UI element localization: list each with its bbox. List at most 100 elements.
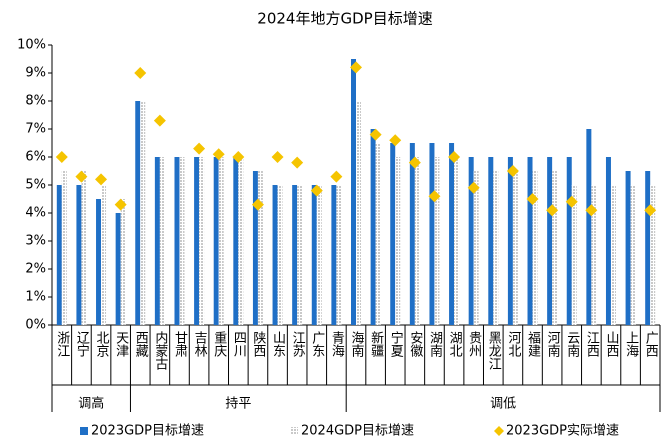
bar: [218, 157, 224, 325]
bar: [375, 143, 381, 325]
diamond-marker: [408, 156, 421, 169]
bar: [493, 171, 499, 325]
diamond-marker: [95, 173, 108, 186]
y-tick-label: 2%: [25, 262, 46, 277]
diamond-marker: [75, 170, 88, 183]
bar: [532, 171, 538, 325]
bar: [154, 157, 160, 325]
bar: [331, 185, 337, 325]
diamond-marker: [153, 114, 166, 127]
bar: [277, 185, 283, 325]
bar: [507, 157, 513, 325]
bar: [135, 101, 141, 325]
bar: [512, 171, 518, 325]
bar: [473, 171, 479, 325]
x-tick-label: 陕西: [250, 331, 266, 357]
bar: [591, 185, 597, 325]
x-tick-label: 北京: [94, 331, 110, 357]
diamond-marker: [350, 61, 362, 74]
y-tick-label: 6%: [25, 150, 46, 165]
diamond-marker: [546, 204, 559, 217]
bar: [414, 157, 420, 325]
x-tick-label: 江苏: [290, 331, 306, 357]
x-tick-label: 河北: [505, 331, 521, 358]
y-tick-label: 3%: [25, 234, 46, 249]
x-tick-label: 重庆: [211, 330, 227, 357]
chart-title: 2024年地方GDP目标增速: [257, 10, 432, 28]
y-tick-label: 8%: [25, 94, 46, 109]
bar: [101, 185, 107, 325]
x-tick-label: 广西: [643, 331, 659, 357]
x-tick-label: 湖南: [427, 331, 443, 357]
bar: [356, 101, 361, 325]
diamond-marker: [232, 151, 245, 163]
y-tick-label: 9%: [25, 66, 46, 81]
x-tick-label: 山西: [603, 331, 619, 357]
bar: [76, 185, 82, 325]
diamond-marker: [526, 193, 539, 205]
y-tick-label: 1%: [25, 290, 46, 305]
x-tick-label: 宁夏: [388, 330, 404, 357]
x-tick-label: 天津: [113, 331, 129, 357]
x-tick-label: 广东: [309, 331, 325, 357]
bar: [630, 185, 636, 325]
diamond-marker: [310, 184, 323, 197]
bar: [81, 171, 87, 325]
diamond-marker: [291, 156, 304, 169]
legend-swatch: [494, 426, 504, 436]
bar: [571, 185, 577, 325]
diamond-marker: [212, 148, 225, 161]
x-tick-label: 青海: [329, 331, 345, 357]
bar: [645, 171, 651, 325]
bar: [454, 157, 460, 325]
diamond-marker: [369, 128, 382, 141]
bar: [336, 185, 342, 325]
y-tick-label: 5%: [25, 178, 46, 193]
bar: [194, 157, 200, 325]
bar: [311, 185, 317, 325]
x-tick-label: 山东: [270, 331, 286, 357]
y-tick-label: 10%: [17, 38, 46, 53]
bar: [409, 143, 415, 325]
x-tick-label: 吉林: [192, 331, 208, 357]
bar: [468, 157, 474, 325]
bar: [257, 171, 263, 325]
bar: [272, 185, 278, 325]
x-tick-label: 新疆: [368, 330, 384, 357]
bar: [233, 157, 239, 325]
diamond-marker: [251, 198, 264, 211]
bar: [552, 171, 558, 325]
diamond-marker: [467, 181, 480, 194]
diamond-marker: [271, 151, 284, 163]
bar: [56, 185, 62, 325]
bar: [61, 171, 67, 325]
bar: [625, 171, 631, 325]
diamond-marker: [193, 142, 206, 155]
legend-swatch: [80, 427, 88, 435]
bar: [159, 157, 165, 325]
bar: [395, 157, 401, 325]
x-tick-label: 西藏: [133, 331, 149, 357]
legend-label: 2024GDP目标增速: [301, 424, 414, 439]
x-tick-label: 云南: [564, 331, 580, 357]
x-tick-label: 四川: [231, 331, 247, 357]
bar: [238, 157, 244, 325]
bar: [429, 143, 435, 325]
bar: [650, 185, 656, 325]
bar: [140, 101, 146, 325]
x-tick-label: 河南: [545, 331, 561, 357]
legend-label: 2023GDP实际增速: [506, 424, 619, 439]
x-tick-label: 江西: [584, 331, 600, 357]
x-tick-label: 湖北: [447, 331, 463, 358]
diamond-marker: [428, 190, 441, 203]
x-tick-label: 贵州: [466, 331, 482, 357]
bar: [252, 171, 258, 325]
bar: [434, 157, 440, 325]
bar: [390, 143, 396, 325]
bar: [115, 213, 121, 325]
x-tick-label: 甘肃: [172, 331, 188, 357]
bar: [213, 157, 219, 325]
diamond-marker: [565, 195, 578, 208]
bar: [449, 143, 455, 325]
